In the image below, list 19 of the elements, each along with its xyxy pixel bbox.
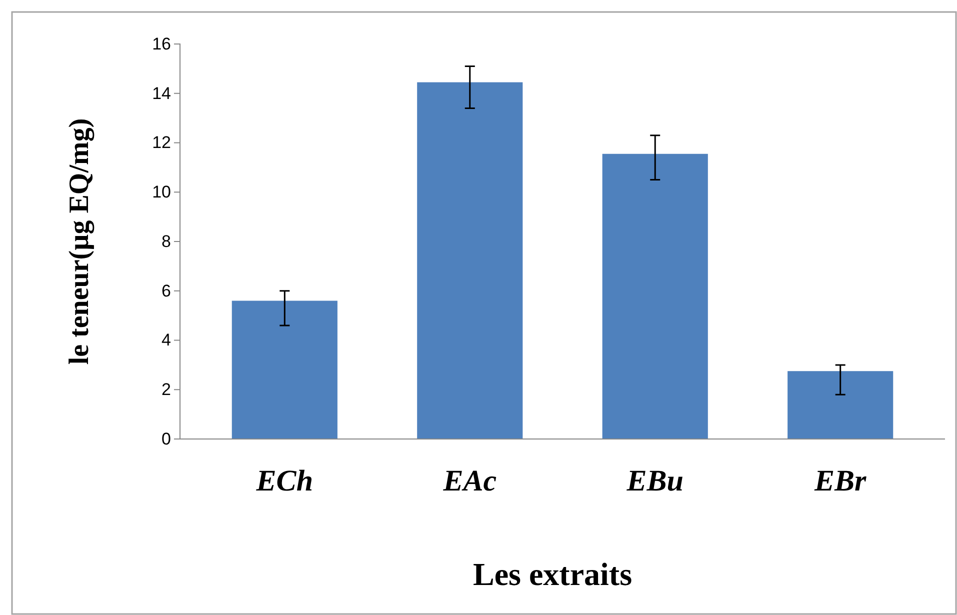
x-axis-title: Les extraits bbox=[472, 556, 632, 592]
x-tick-label: ECh bbox=[255, 464, 314, 498]
bar bbox=[232, 300, 338, 439]
y-tick-label: 6 bbox=[162, 281, 171, 300]
x-tick-label: EAc bbox=[442, 464, 497, 498]
y-tick-label: 16 bbox=[152, 34, 171, 54]
y-tick-label: 10 bbox=[152, 182, 171, 202]
y-tick-label: 4 bbox=[162, 330, 171, 350]
y-tick-label: 14 bbox=[152, 84, 171, 103]
bar bbox=[788, 371, 894, 439]
x-tick-label: EBu bbox=[626, 464, 684, 498]
y-axis-title: le teneur(µg EQ/mg) bbox=[64, 118, 95, 365]
bar bbox=[602, 154, 708, 439]
y-tick-label: 0 bbox=[162, 429, 171, 448]
y-tick-label: 12 bbox=[152, 133, 171, 152]
y-tick-label: 8 bbox=[162, 232, 171, 251]
y-tick-label: 2 bbox=[162, 380, 171, 400]
bar bbox=[417, 82, 523, 439]
x-tick-label: EBr bbox=[813, 464, 867, 498]
